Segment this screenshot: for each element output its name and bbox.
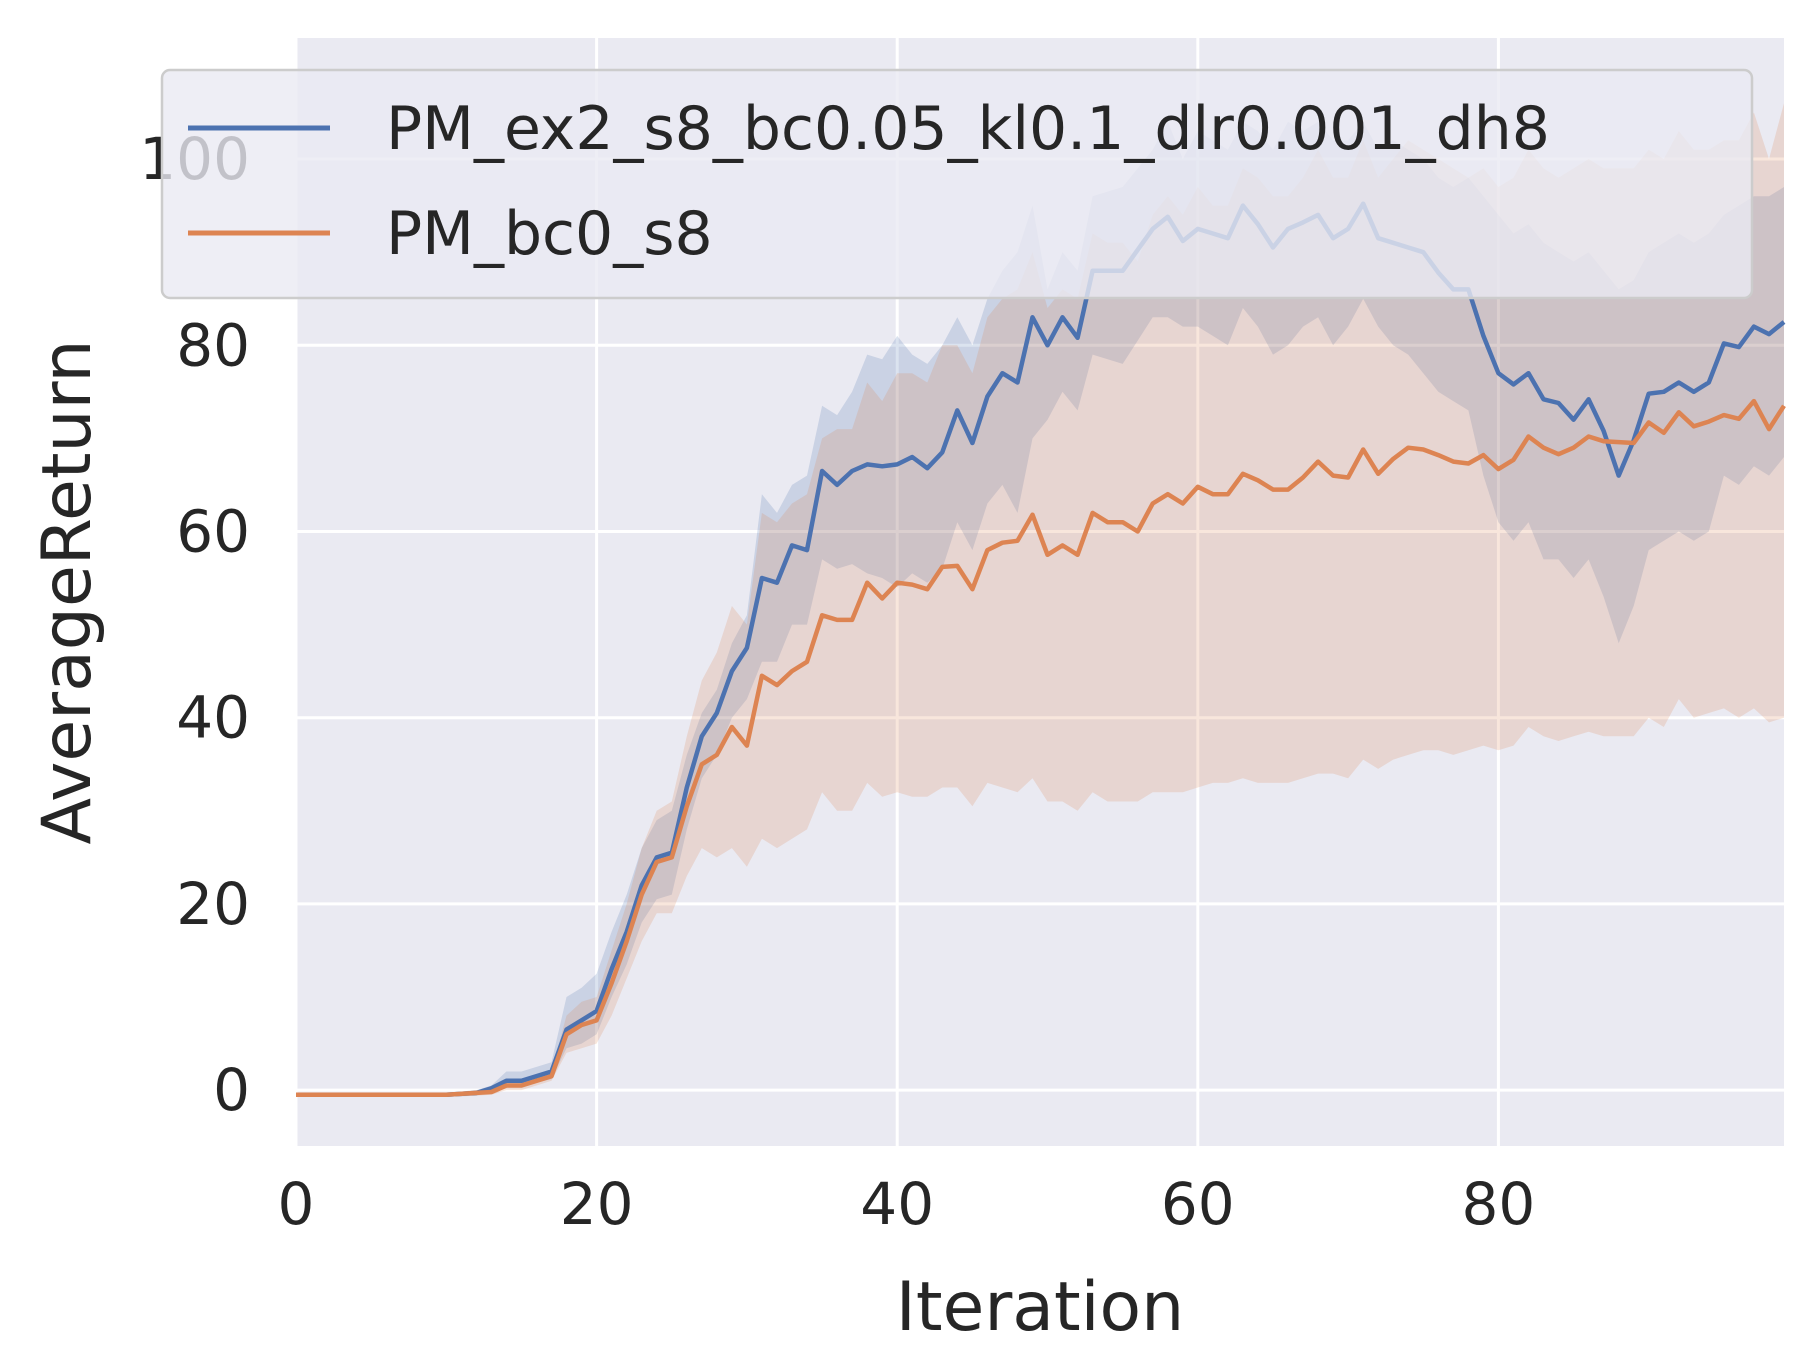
y-axis-label: AverageReturn xyxy=(28,340,107,845)
x-axis-label: Iteration xyxy=(896,1268,1184,1347)
y-tick-label: 40 xyxy=(176,684,250,752)
y-tick-label: 60 xyxy=(176,497,250,565)
x-tick-label: 40 xyxy=(860,1170,934,1238)
legend-label-1: PM_ex2_s8_bc0.05_kl0.1_dlr0.001_dh8 xyxy=(386,94,1550,164)
x-tick-label: 20 xyxy=(560,1170,634,1238)
x-tick-label: 0 xyxy=(278,1170,315,1238)
y-tick-label: 80 xyxy=(176,311,250,379)
x-tick-label: 60 xyxy=(1161,1170,1235,1238)
x-tick-label: 80 xyxy=(1462,1170,1536,1238)
y-tick-label: 20 xyxy=(176,870,250,938)
series-line-2 xyxy=(296,398,1786,1098)
confidence-band-2 xyxy=(296,103,1784,1097)
y-tick-label: 0 xyxy=(213,1056,250,1124)
legend-frame xyxy=(160,68,1754,300)
x-tick-labels: 0 20 40 60 80 xyxy=(278,1170,1536,1238)
legend-label-2: PM_bc0_s8 xyxy=(386,199,713,269)
legend: PM_ex2_s8_bc0.05_kl0.1_dlr0.001_dh8 PM_bc… xyxy=(160,68,1754,300)
